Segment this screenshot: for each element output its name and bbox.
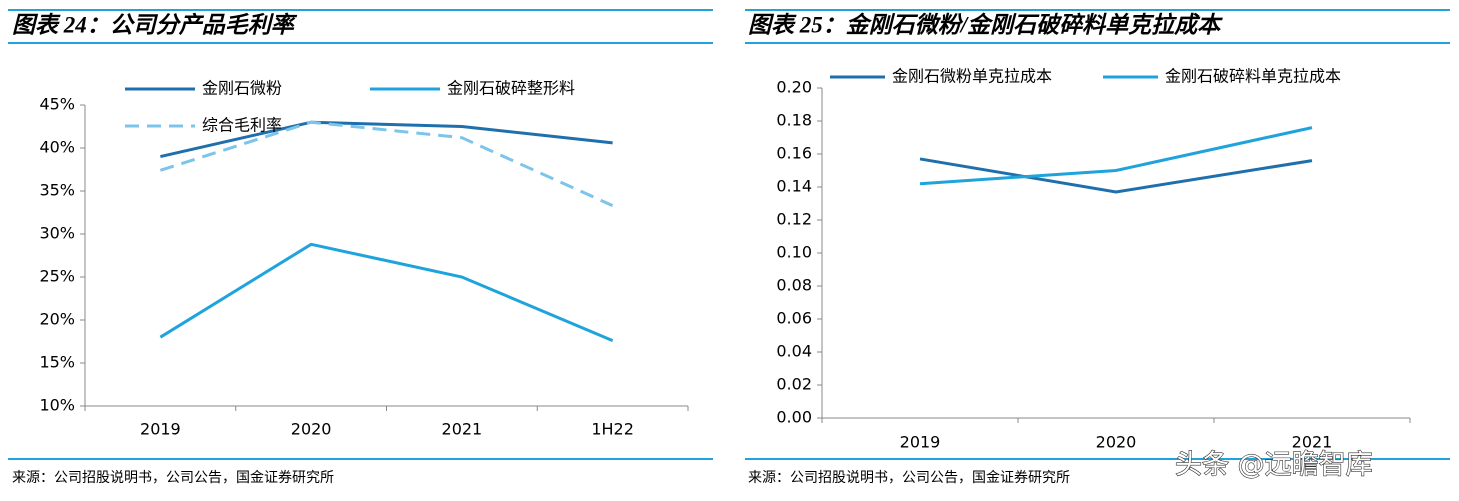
- y-tick-label: 30%: [39, 224, 75, 243]
- y-tick-label: 0.06: [776, 309, 812, 328]
- y-tick-label: 0.20: [776, 78, 812, 97]
- series-line: [919, 157, 1313, 194]
- y-tick-label: 35%: [39, 181, 75, 200]
- chart-title: 图表 24：公司分产品毛利率: [12, 12, 298, 37]
- y-tick-label: 40%: [39, 138, 75, 157]
- x-tick-label: 2020: [291, 420, 332, 439]
- y-tick-label: 10%: [39, 396, 75, 415]
- y-tick-label: 20%: [39, 310, 75, 329]
- series-line: [919, 126, 1313, 186]
- legend-label: 综合毛利率: [202, 116, 282, 135]
- x-tick-label: 2019: [140, 420, 181, 439]
- y-tick-label: 0.14: [776, 177, 812, 196]
- watermark: 头条 @远瞻智库: [1175, 450, 1373, 481]
- legend-label: 金刚石破碎料单克拉成本: [1165, 67, 1341, 86]
- legend-label: 金刚石微粉单克拉成本: [892, 67, 1052, 86]
- y-tick-label: 0.10: [776, 243, 812, 262]
- y-tick-label: 0.08: [776, 276, 812, 295]
- y-tick-label: 0.16: [776, 144, 812, 163]
- x-tick-label: 2021: [1292, 433, 1333, 452]
- panel-rules: [8, 9, 1450, 460]
- y-tick-label: 0.02: [776, 375, 812, 394]
- x-tick-label: 2020: [1096, 433, 1137, 452]
- source-note: 来源：公司招股说明书，公司公告，国金证券研究所: [748, 470, 1070, 486]
- legend-label: 金刚石破碎整形料: [447, 79, 575, 98]
- y-tick-label: 25%: [39, 267, 75, 286]
- chart-title: 图表 25：金刚石微粉/金刚石破碎料单克拉成本: [748, 11, 1223, 37]
- x-tick-label: 2019: [900, 433, 941, 452]
- series-line: [159, 242, 614, 343]
- series-line: [160, 120, 613, 159]
- series-line: [159, 120, 614, 207]
- y-tick-label: 0.00: [776, 408, 812, 427]
- legend-label: 金刚石微粉: [202, 79, 282, 98]
- y-tick-label: 45%: [39, 95, 75, 114]
- y-tick-label: 15%: [39, 353, 75, 372]
- x-tick-label: 1H22: [591, 420, 634, 439]
- x-tick-label: 2021: [442, 420, 483, 439]
- source-note: 来源：公司招股说明书，公司公告，国金证券研究所: [12, 470, 334, 486]
- y-tick-label: 0.12: [776, 210, 812, 229]
- y-tick-label: 0.18: [776, 111, 812, 130]
- y-tick-label: 0.04: [776, 342, 812, 361]
